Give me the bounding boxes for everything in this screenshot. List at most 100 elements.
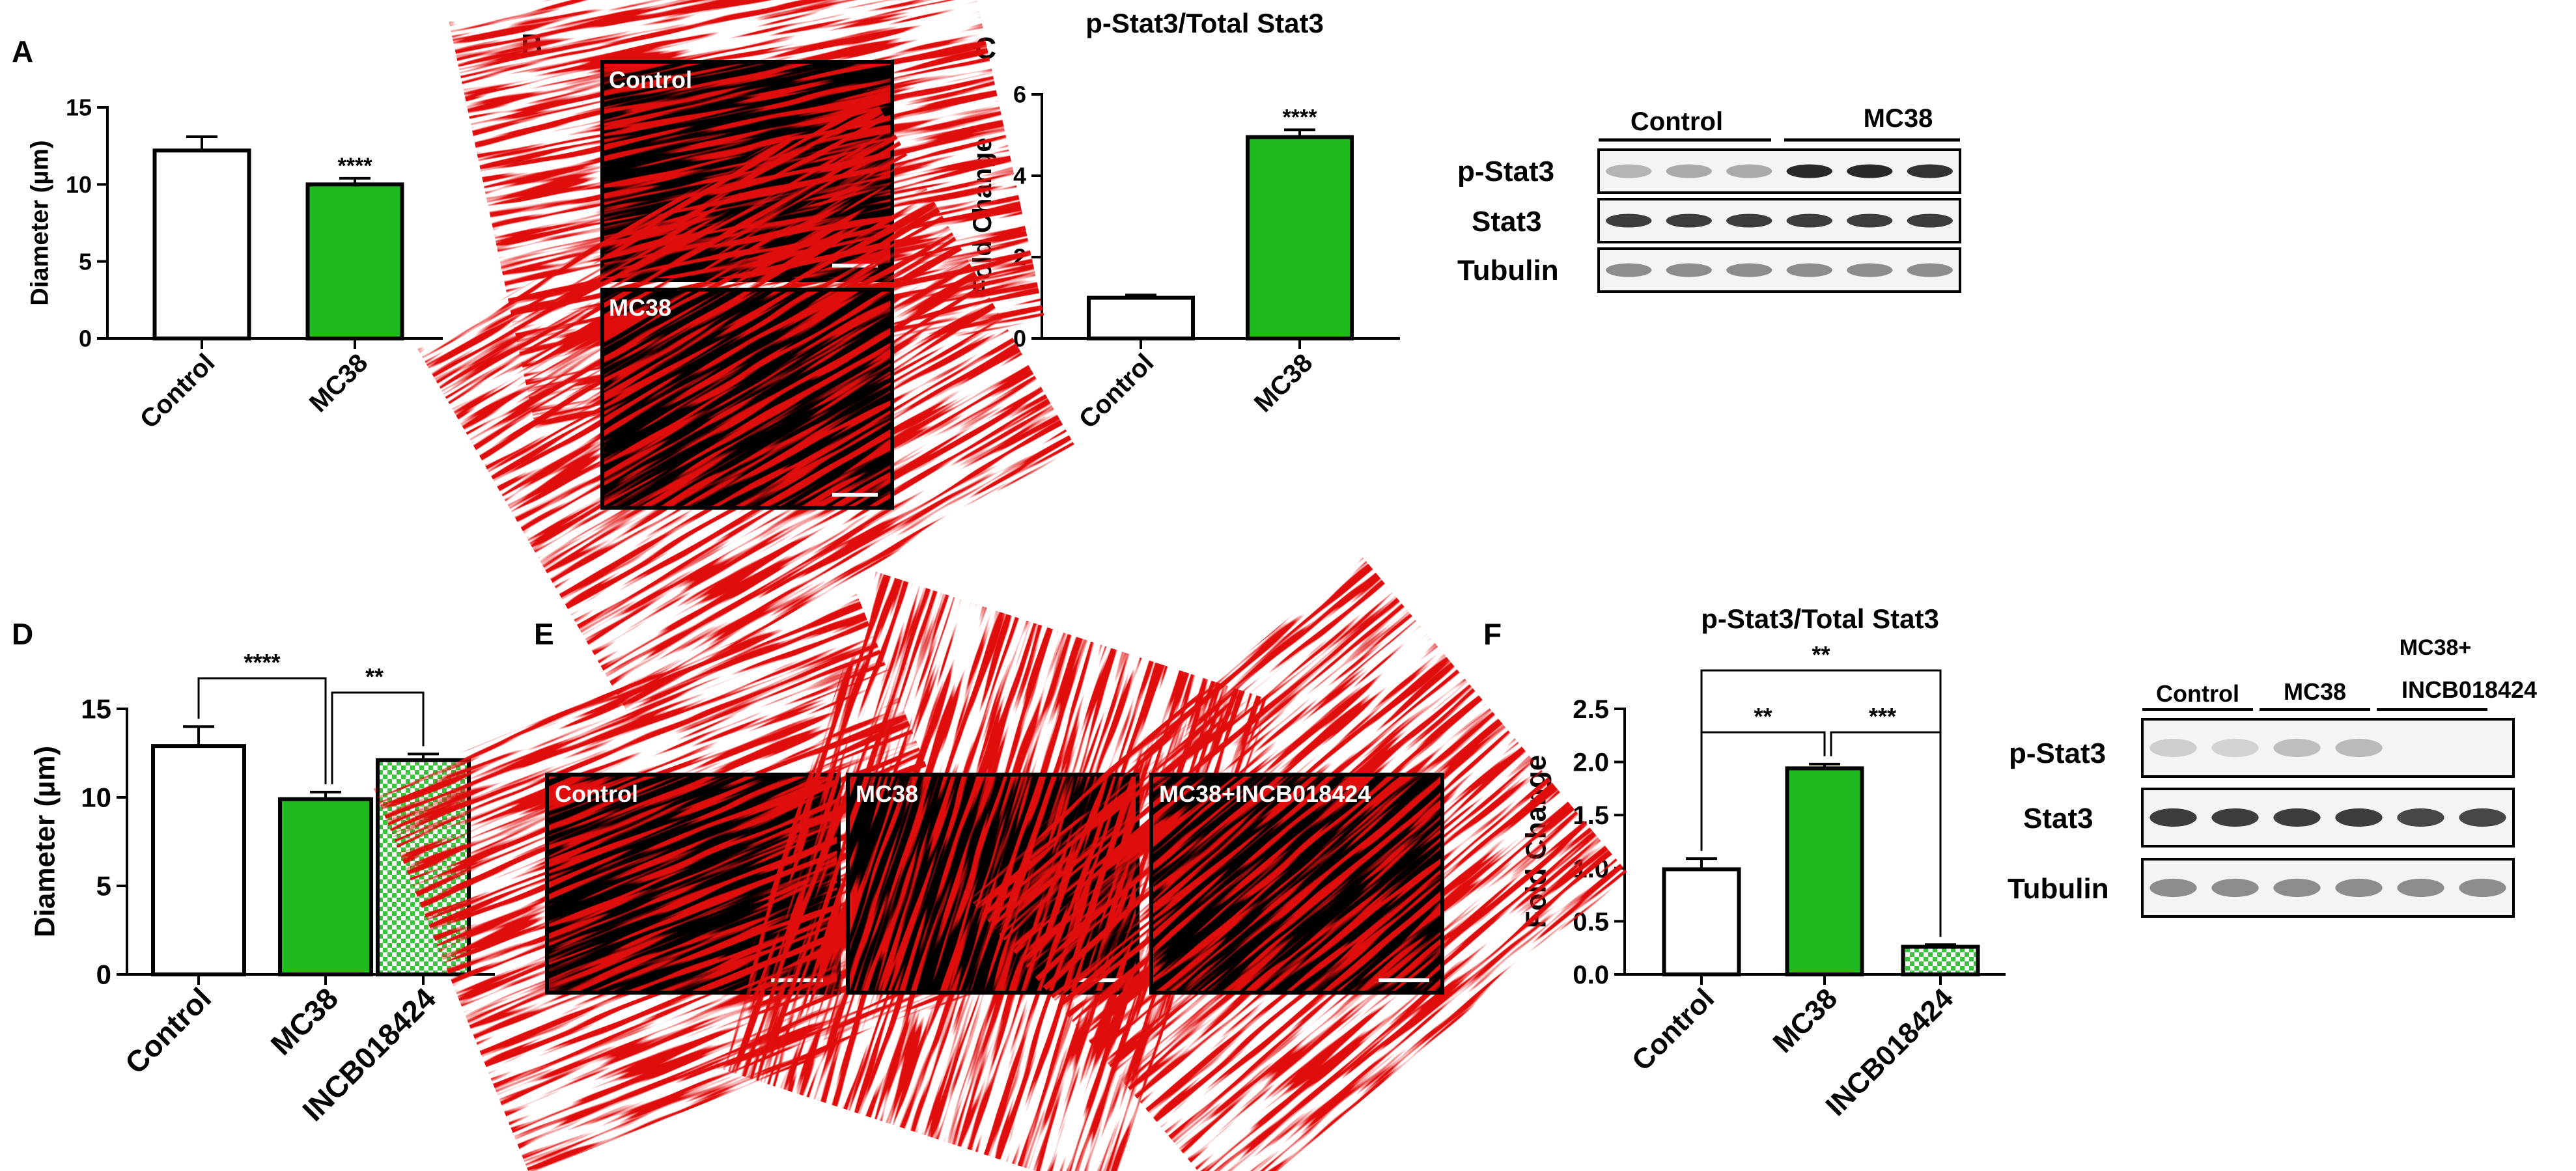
y-tick-label: 15 (81, 694, 111, 724)
western-blot-f: Control MC38 MC38+ INCB018424 p-Stat3 St… (2008, 635, 2537, 918)
significance-label: **** (1283, 105, 1318, 130)
significance-bracket (1700, 731, 1826, 851)
micrograph-b-mc38: MC38 (417, 87, 1077, 709)
blot-band (1606, 263, 1652, 277)
blot-band (2273, 808, 2321, 827)
x-tick-label: Control (119, 981, 217, 1080)
micrograph-label: MC38 (856, 780, 918, 807)
chart-title: p-Stat3/Total Stat3 (1085, 8, 1324, 38)
y-tick-label: 0 (79, 325, 92, 352)
significance-label: ** (1754, 703, 1772, 730)
y-tick-label: 0.0 (1573, 961, 1609, 989)
blot-group-label: Control (2156, 680, 2239, 707)
blot-row-label: p-Stat3 (1457, 156, 1554, 187)
chart-a-diameter: 0 5 10 15 Diameter (µm) Control MC38 **** (26, 94, 443, 434)
y-tick-label: 10 (81, 782, 111, 813)
micrograph-label: Control (555, 780, 638, 807)
blot-band (2397, 878, 2444, 898)
blot-band (2459, 808, 2506, 827)
blot-band (1666, 263, 1712, 277)
chart-c-fold-change: p-Stat3/Total Stat30246Fold ChangeContro… (968, 8, 1400, 434)
bar (278, 797, 373, 976)
blot-band (1606, 214, 1652, 228)
blot-strip (1597, 198, 1961, 243)
bar (305, 182, 404, 341)
x-tick-label: Control (1626, 982, 1720, 1077)
significance-label: **** (338, 154, 373, 178)
blot-band (2335, 808, 2383, 827)
bar (152, 148, 251, 340)
bar (1785, 766, 1864, 976)
x-tick-label: MC38 (304, 348, 374, 418)
panel-label-e: E (534, 617, 554, 651)
y-tick-label: 10 (66, 171, 92, 198)
micrograph-label: MC38+INCB018424 (1159, 780, 1371, 807)
significance-label: ** (1812, 641, 1830, 668)
x-tick-label: MC38 (1767, 982, 1843, 1059)
panel-label-f: F (1483, 617, 1502, 651)
blot-band (1666, 214, 1712, 228)
panel-label-a: A (12, 34, 33, 68)
micrograph-label: MC38 (609, 294, 671, 321)
blot-group-label: MC38 (2284, 678, 2346, 705)
y-tick-label: 0 (96, 959, 111, 990)
blot-row-label: p-Stat3 (2009, 737, 2106, 769)
bar (1246, 135, 1354, 340)
y-tick-label: 15 (66, 94, 92, 121)
blot-band (1606, 164, 1652, 178)
micrograph-e-mc38-incb018424: MC38+INCB018424 (962, 556, 1631, 1171)
blot-strip (2141, 718, 2515, 778)
blot-group-label: MC38+ (2400, 635, 2472, 660)
significance-bracket (1830, 731, 1942, 937)
western-blot-c: Control MC38 p-Stat3 Stat3 Tubulin (1457, 104, 1961, 293)
blot-band (1847, 164, 1893, 178)
blot-strip (1597, 148, 1961, 194)
blot-band (1726, 263, 1772, 277)
blot-group-label: INCB018424 (2401, 676, 2537, 703)
blot-band (1666, 164, 1712, 178)
blot-row-label: Tubulin (2008, 873, 2109, 905)
x-tick-label: MC38 (264, 981, 345, 1062)
blot-strip (2141, 788, 2515, 847)
blot-band (1786, 214, 1832, 228)
blot-band (2149, 738, 2197, 758)
blot-band (2273, 878, 2321, 898)
blot-group-label: MC38 (1864, 104, 1933, 133)
blot-band (2211, 808, 2259, 827)
blot-band (1907, 214, 1953, 228)
blot-band (1847, 263, 1893, 277)
blot-band (2335, 738, 2383, 758)
panel-label-d: D (12, 617, 33, 651)
y-tick-label: 2.0 (1573, 749, 1609, 777)
blot-row-label: Stat3 (2023, 803, 2093, 834)
blot-band (1847, 214, 1893, 228)
x-tick-label: Control (1074, 348, 1160, 434)
significance-label: ** (365, 663, 384, 690)
significance-bracket (331, 691, 425, 784)
blot-band (2149, 808, 2197, 827)
y-axis-label: Diameter (µm) (26, 140, 53, 305)
y-tick-label: 5 (96, 871, 111, 902)
blot-row-label: Stat3 (1472, 206, 1542, 238)
scale-bar (1379, 978, 1429, 982)
x-tick-label: MC38 (1249, 348, 1319, 418)
y-tick-label: 4 (1013, 163, 1026, 189)
chart-title: p-Stat3/Total Stat3 (1701, 603, 1939, 634)
bar (1901, 944, 1980, 976)
bar (151, 744, 246, 976)
blot-band (1726, 164, 1772, 178)
blot-band (2149, 878, 2197, 898)
blot-band (1786, 263, 1832, 277)
blot-band (1907, 164, 1953, 178)
blot-band (2459, 878, 2506, 898)
blot-band (2273, 738, 2321, 758)
blot-band (1726, 214, 1772, 228)
bar (1087, 296, 1195, 340)
y-tick-label: 5 (79, 248, 92, 275)
y-axis-label: Diameter (µm) (29, 746, 61, 937)
x-tick-label: Control (135, 348, 221, 434)
blot-strip (1597, 247, 1961, 293)
blot-band (1786, 164, 1832, 178)
blot-band (2211, 738, 2259, 758)
